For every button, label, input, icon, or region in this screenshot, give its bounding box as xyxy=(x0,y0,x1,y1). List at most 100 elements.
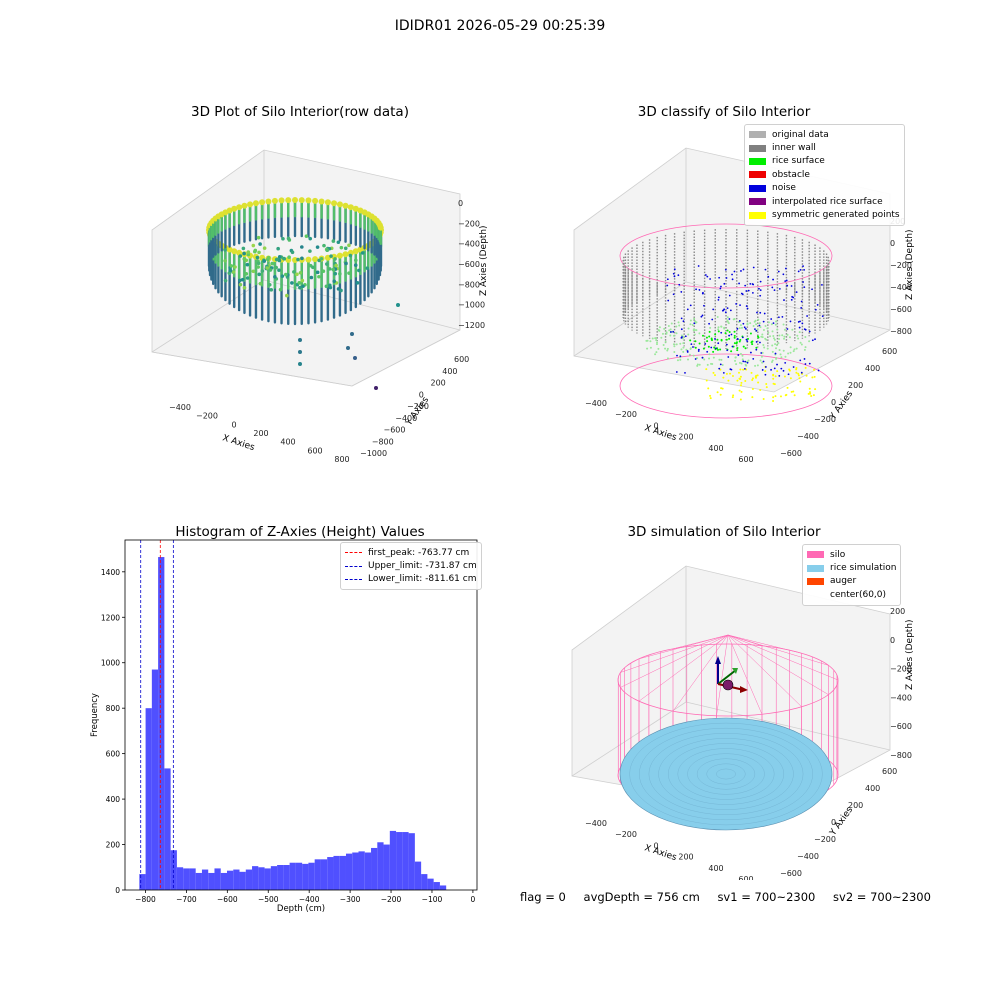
rice-grid-ring xyxy=(668,743,784,805)
raw-interior-point xyxy=(329,254,333,258)
panel3-histogram[interactable]: −800 −700 −600 −500 −400 −300 −200 −100 0 0 200 40… xyxy=(80,535,490,920)
panel1-y-tick-label: −200 xyxy=(407,402,429,411)
legend-entry: silo xyxy=(807,548,896,561)
panel4-z-label: Z Axies (Depth) xyxy=(905,619,915,690)
noise-point xyxy=(751,283,754,285)
noise-point xyxy=(714,347,717,350)
rice-surface-point xyxy=(666,347,669,350)
rice-surface-point xyxy=(739,324,742,327)
rice-surface-point xyxy=(734,356,737,359)
raw-interior-point xyxy=(317,274,321,279)
noise-point xyxy=(783,299,785,301)
raw-interior-point xyxy=(308,236,313,241)
raw-interior-point xyxy=(258,242,262,246)
legend-label: center(60,0) xyxy=(830,589,887,600)
histogram-bar xyxy=(252,866,259,890)
raw-interior-point xyxy=(333,271,338,276)
raw-rim-point xyxy=(342,202,349,209)
legend-label: rice simulation xyxy=(830,563,897,574)
rice-surface-point xyxy=(766,327,769,330)
noise-point xyxy=(689,304,692,307)
raw-interior-point xyxy=(245,276,250,280)
noise-point xyxy=(701,356,704,359)
noise-point xyxy=(714,337,716,340)
noise-point xyxy=(681,336,683,338)
legend-entry: original data xyxy=(749,128,900,141)
noise-point xyxy=(816,304,819,306)
histogram-bar xyxy=(421,874,428,890)
symmetric-point xyxy=(727,379,730,382)
panel2-z-tick-label: −800 xyxy=(890,327,912,336)
rice-surface-point xyxy=(736,349,739,352)
rice-surface-point xyxy=(749,332,752,335)
rice-surface-point xyxy=(767,321,770,324)
raw-interior-point xyxy=(311,265,315,270)
noise-point xyxy=(728,334,731,337)
histogram-bar xyxy=(377,842,384,890)
silo-roof-line xyxy=(716,634,729,645)
panel4-legend: silo rice simulation auger center(60,0) xyxy=(802,544,902,606)
histogram-bar xyxy=(283,865,290,890)
raw-interior-point xyxy=(223,258,227,263)
rice-surface-point xyxy=(673,350,676,353)
noise-point xyxy=(792,366,795,368)
rice-surface-point xyxy=(733,318,736,321)
symmetric-point xyxy=(736,379,739,382)
raw-interior-point xyxy=(336,287,341,291)
legend-entry: Upper_limit: -731.87 cm xyxy=(345,559,477,572)
rice-grid-ring xyxy=(706,763,746,785)
panel2-x-tick-label: 200 xyxy=(678,433,693,442)
noise-point xyxy=(724,311,727,314)
raw-interior-point xyxy=(238,282,243,287)
rice-surface-point xyxy=(733,334,736,337)
histogram-bar xyxy=(264,868,271,890)
noise-point xyxy=(675,371,678,373)
noise-point xyxy=(666,278,669,281)
symmetric-point xyxy=(813,375,816,378)
rice-surface-point xyxy=(803,348,806,351)
symmetric-point xyxy=(757,381,760,384)
symmetric-point xyxy=(714,374,717,377)
rice-surface-point xyxy=(761,351,764,354)
symmetric-point xyxy=(783,375,786,378)
histogram-bar xyxy=(245,869,253,890)
noise-point xyxy=(755,341,758,343)
rice-surface-point xyxy=(707,345,710,348)
noise-point xyxy=(799,359,802,362)
noise-point xyxy=(697,348,700,351)
panel4-z-tick-label: 200 xyxy=(890,607,905,616)
raw-rim-point xyxy=(336,201,343,208)
noise-point xyxy=(749,282,752,285)
raw-outlier-point xyxy=(353,356,357,360)
rice-surface-point xyxy=(712,356,715,359)
raw-rim-point xyxy=(236,204,243,211)
noise-point xyxy=(742,360,745,363)
rice-surface-point xyxy=(804,346,807,349)
noise-point xyxy=(706,350,709,353)
panel4-z-ticks: 200 0 −200 −400 −600 −800 xyxy=(890,607,912,760)
rice-surface-point xyxy=(678,324,681,327)
raw-interior-point xyxy=(315,270,320,275)
histogram-bar xyxy=(208,872,215,890)
raw-rim-point xyxy=(305,256,312,263)
legend-swatch xyxy=(807,551,824,559)
raw-interior-point xyxy=(328,283,332,288)
raw-interior-point xyxy=(227,271,232,275)
symmetric-point xyxy=(809,392,812,395)
raw-interior-point xyxy=(251,243,256,248)
panel1-x-ticks: −400 −200 0 200 400 600 800 xyxy=(169,403,350,464)
symmetric-point xyxy=(797,372,800,375)
rice-surface-point xyxy=(666,349,669,352)
rice-surface-point xyxy=(719,348,722,351)
histogram-bar xyxy=(345,853,353,890)
raw-interior-point xyxy=(282,256,287,261)
noise-point xyxy=(784,361,787,364)
rice-surface-point xyxy=(696,357,699,360)
rice-surface-point xyxy=(775,347,778,350)
rice-surface-point xyxy=(713,346,716,349)
symmetric-point xyxy=(808,391,811,394)
raw-interior-point xyxy=(297,280,302,285)
raw-interior-point xyxy=(344,261,348,266)
